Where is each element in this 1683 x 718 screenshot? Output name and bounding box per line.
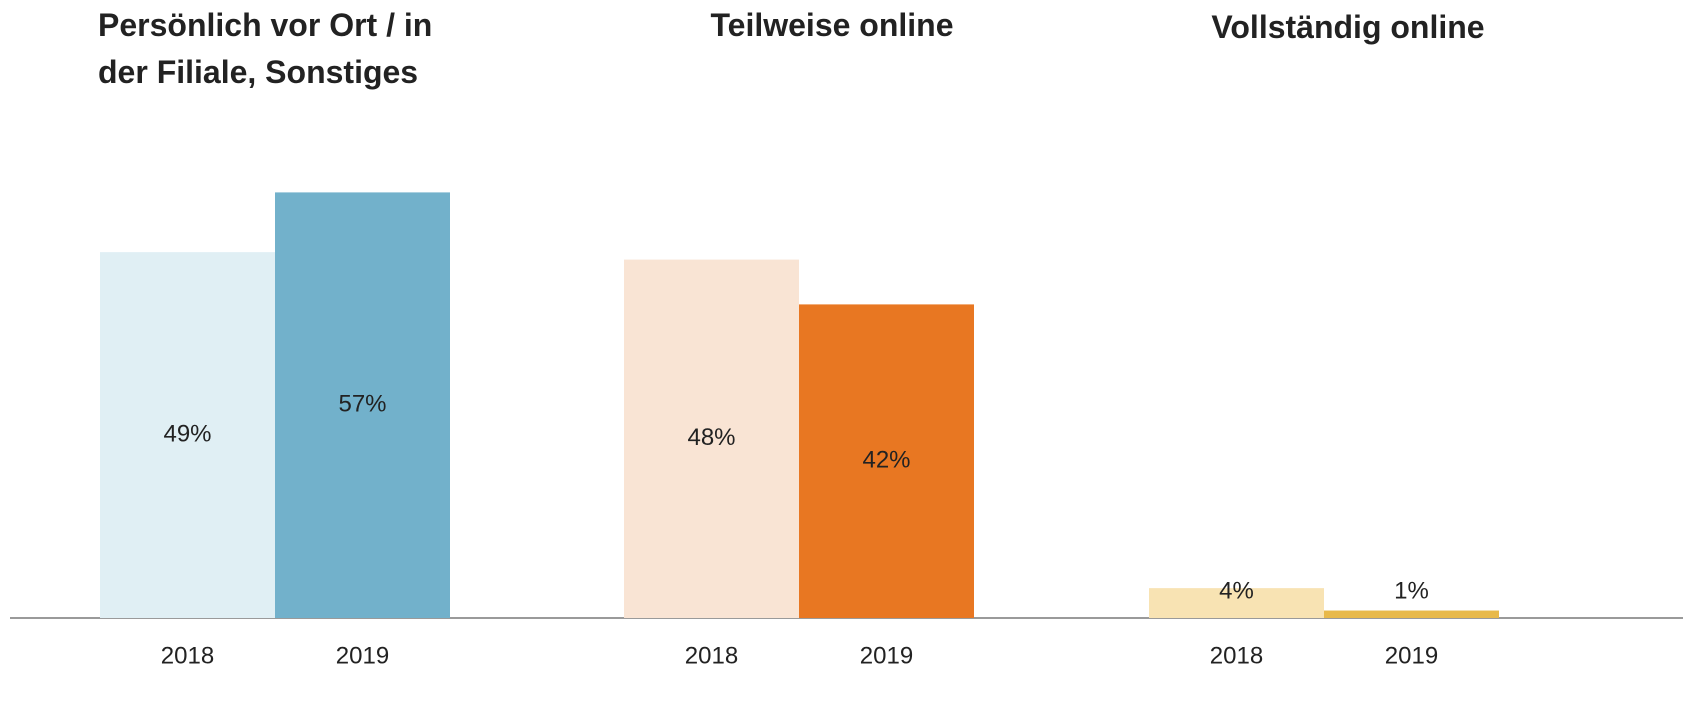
x-tick-label: 2018 [685,642,738,669]
value-label: 49% [163,420,211,447]
x-tick-label: 2019 [860,642,913,669]
value-label: 42% [862,447,910,474]
x-tick-label: 2019 [1385,642,1438,669]
group-title: Vollständig online [1211,9,1485,45]
bar [100,252,275,618]
value-label: 1% [1394,577,1429,604]
bar [1149,588,1324,618]
bar [624,259,799,618]
bar [275,192,450,618]
group-title: Persönlich vor Ort / in der Filiale, Son… [98,7,433,90]
x-tick-label: 2019 [336,642,389,669]
value-label: 57% [338,391,386,418]
bar [799,304,974,618]
bar [1324,610,1499,618]
x-tick-label: 2018 [161,642,214,669]
x-tick-label: 2018 [1210,642,1263,669]
value-label: 48% [687,424,735,451]
value-label: 4% [1219,577,1254,604]
group-title: Teilweise online [710,7,954,43]
